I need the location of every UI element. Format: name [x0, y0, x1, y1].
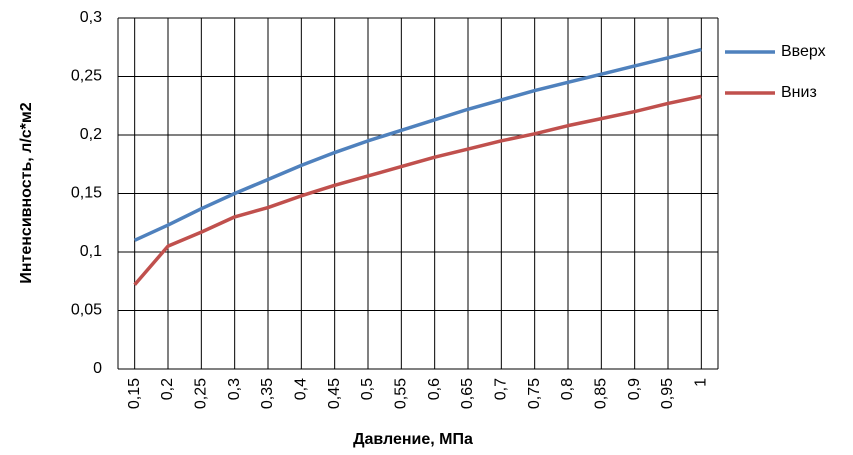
x-tick-label: 0,4: [293, 378, 310, 400]
x-tick-label: 0,75: [526, 378, 543, 409]
x-tick-label: 1: [693, 378, 710, 387]
x-tick-label: 0,15: [126, 378, 143, 409]
legend-label: Вниз: [781, 84, 817, 101]
x-tick-label: 0,65: [459, 378, 476, 409]
y-tick-label: 0,15: [71, 185, 102, 202]
x-tick-label: 0,2: [159, 378, 176, 400]
y-tick-label: 0,1: [80, 243, 102, 260]
x-tick-label: 0,95: [659, 378, 676, 409]
series-line: [133, 94, 702, 286]
x-tick-label: 0,3: [226, 378, 243, 400]
x-tick-label: 0,7: [493, 378, 510, 400]
legend-label: Вверх: [781, 43, 826, 60]
y-tick-label: 0,25: [71, 68, 102, 85]
x-tick-label: 0,85: [593, 378, 610, 409]
x-tick-label: 0,9: [626, 378, 643, 400]
y-tick-label: 0: [93, 360, 102, 377]
y-axis-title: Интенсивность, л/с*м2: [18, 102, 35, 283]
y-tick-label: 0,05: [71, 302, 102, 319]
x-tick-label: 0,6: [426, 378, 443, 400]
series-line: [133, 47, 702, 242]
x-tick-label: 0,8: [559, 378, 576, 400]
x-axis-title: Давление, МПа: [353, 431, 473, 448]
y-tick-label: 0,3: [80, 9, 102, 26]
x-tick-label: 0,5: [359, 378, 376, 400]
x-tick-label: 0,45: [326, 378, 343, 409]
x-tick-label: 0,35: [259, 378, 276, 409]
x-tick-label: 0,25: [193, 378, 210, 409]
y-tick-label: 0,2: [80, 126, 102, 143]
x-tick-label: 0,55: [393, 378, 410, 409]
